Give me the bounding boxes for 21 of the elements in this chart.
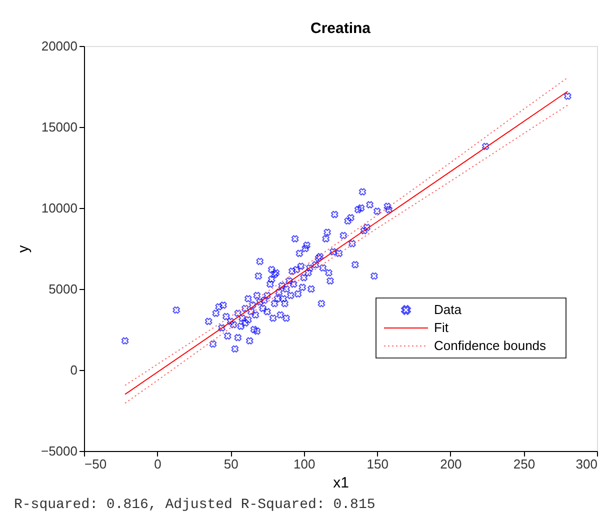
y-tick-label: 20000 [41,38,78,54]
x-tick-label: −50 [84,456,107,472]
x-tick-label: 100 [294,456,316,472]
y-tick-label: 0 [70,362,78,378]
y-tick-label: 10000 [41,200,78,216]
y-tick-label: −5000 [40,444,78,458]
x-tick-label: 250 [513,456,536,472]
y-tick-label: 5000 [48,282,78,296]
y-axis-title: y [14,244,32,253]
text: R-squared: 0.816, Adjusted R-Squared: 0.815 [14,497,376,513]
legend-label: Confidence bounds [434,338,547,353]
legend-label: Fit [434,320,449,335]
x-axis-title: x1 [333,474,349,492]
y-tick-label: 15000 [41,120,78,134]
x-tick-label: 0 [154,456,162,472]
legend-label: Data [434,302,462,317]
x-tick-label: 300 [576,456,598,472]
x-tick-label: 50 [224,456,238,472]
x-tick-label: 150 [366,456,388,472]
chart-title: Creatina [310,20,372,37]
x-tick-label: 200 [440,456,462,472]
